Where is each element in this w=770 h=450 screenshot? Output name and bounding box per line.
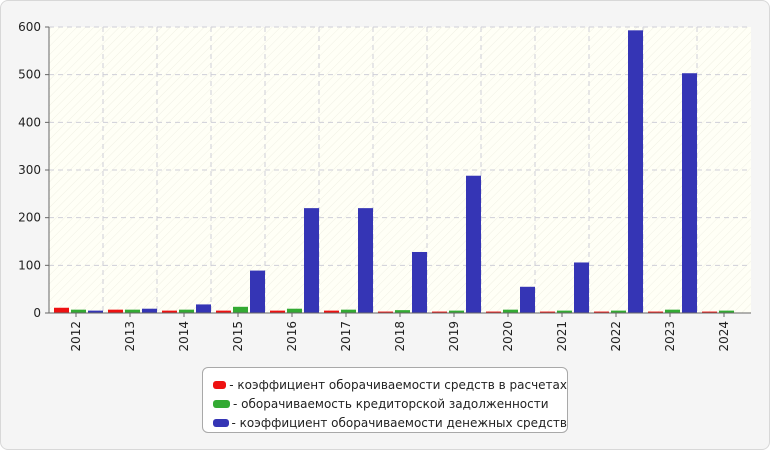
bar-2019-s1 [432,311,447,313]
bar-2022-s1 [594,311,609,313]
bar-2019-s3 [466,175,481,313]
x-axis-ticks: 2012 2013 2014 2015 2016 2017 2018 2019 2020 2021… [69,313,731,352]
legend-swatch-blue [213,418,229,427]
bar-2016-s2 [287,308,302,313]
x-tick-label: 2013 [123,321,137,352]
bar-2014-s2 [179,309,194,313]
bar-2015-s2 [233,306,248,313]
bar-2022-s3 [628,30,643,313]
y-tick-label: 400 [18,115,41,129]
y-tick-label: 0 [33,306,41,320]
y-tick-label: 200 [18,211,41,225]
y-tick-label: 100 [18,258,41,272]
bar-2013-s2 [125,309,140,313]
x-tick-label: 2017 [339,321,353,352]
bar-2019-s2 [449,310,464,313]
y-axis-ticks: 0 100 200 300 400 500 600 [18,20,49,320]
legend-label: - коэффициент оборачиваемости средств в … [229,377,567,392]
bar-2018-s3 [412,251,427,313]
bar-2012-s1 [54,307,69,313]
bar-2021-s3 [574,262,589,313]
bar-2024-s1 [702,311,717,313]
legend-swatch-green [213,399,230,408]
y-tick-label: 300 [18,163,41,177]
bars [54,30,734,313]
bar-2015-s3 [250,270,265,313]
bar-2012-s2 [71,309,86,313]
bar-2024-s2 [719,310,734,313]
bar-2015-s1 [216,310,231,313]
y-tick-label: 600 [18,20,41,34]
x-tick-label: 2023 [663,321,677,352]
bar-2014-s3 [196,304,211,313]
legend-item: - оборачиваемость кредиторской задолженн… [213,394,567,413]
legend-item: - коэффициент оборачиваемости средств в … [213,375,567,394]
bar-2020-s3 [520,286,535,313]
bar-2021-s2 [557,310,572,313]
bar-2023-s3 [682,73,697,313]
bar-2013-s3 [142,308,157,313]
bar-2017-s3 [358,208,373,313]
x-tick-label: 2012 [69,321,83,352]
x-tick-label: 2024 [717,321,731,352]
bar-2018-s1 [378,311,393,313]
legend: - коэффициент оборачиваемости средств в … [202,367,568,433]
x-tick-label: 2022 [609,321,623,352]
bar-2017-s2 [341,309,356,313]
legend-swatch-red [213,380,227,389]
bar-2017-s1 [324,310,339,313]
x-tick-label: 2021 [555,321,569,352]
x-tick-label: 2016 [285,321,299,352]
legend-label: - оборачиваемость кредиторской задолженн… [233,396,549,411]
bar-2023-s2 [665,309,680,313]
bar-2020-s1 [486,311,501,313]
bar-2021-s1 [540,311,555,313]
x-tick-label: 2019 [447,321,461,352]
y-tick-label: 500 [18,68,41,82]
bar-2020-s2 [503,309,518,313]
legend-item: - коэффициент оборачиваемости денежных с… [213,413,567,432]
bar-2016-s3 [304,208,319,313]
x-tick-label: 2018 [393,321,407,352]
bar-2022-s2 [611,310,626,313]
bar-2018-s2 [395,310,410,313]
bar-2016-s1 [270,310,285,313]
x-tick-label: 2020 [501,321,515,352]
x-tick-label: 2014 [177,321,191,352]
x-tick-label: 2015 [231,321,245,352]
bar-2013-s1 [108,309,123,313]
bar-2014-s1 [162,310,177,313]
legend-label: - коэффициент оборачиваемости денежных с… [231,415,568,430]
bar-2023-s1 [648,311,663,313]
bar-2012-s3 [88,310,103,313]
